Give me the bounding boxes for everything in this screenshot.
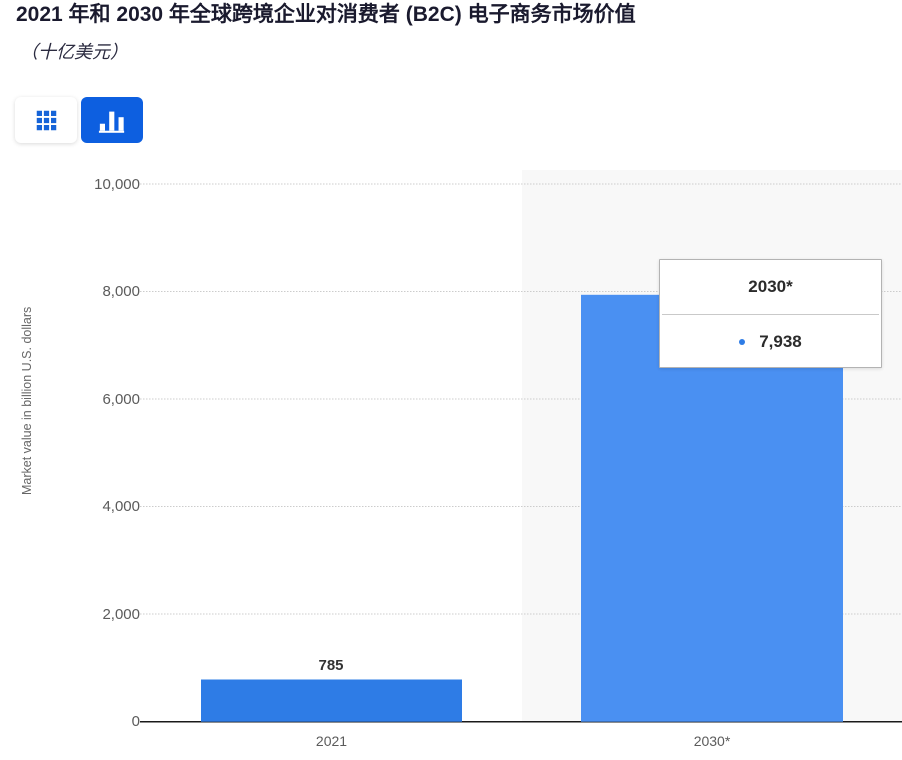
svg-text:785: 785 xyxy=(318,657,343,674)
